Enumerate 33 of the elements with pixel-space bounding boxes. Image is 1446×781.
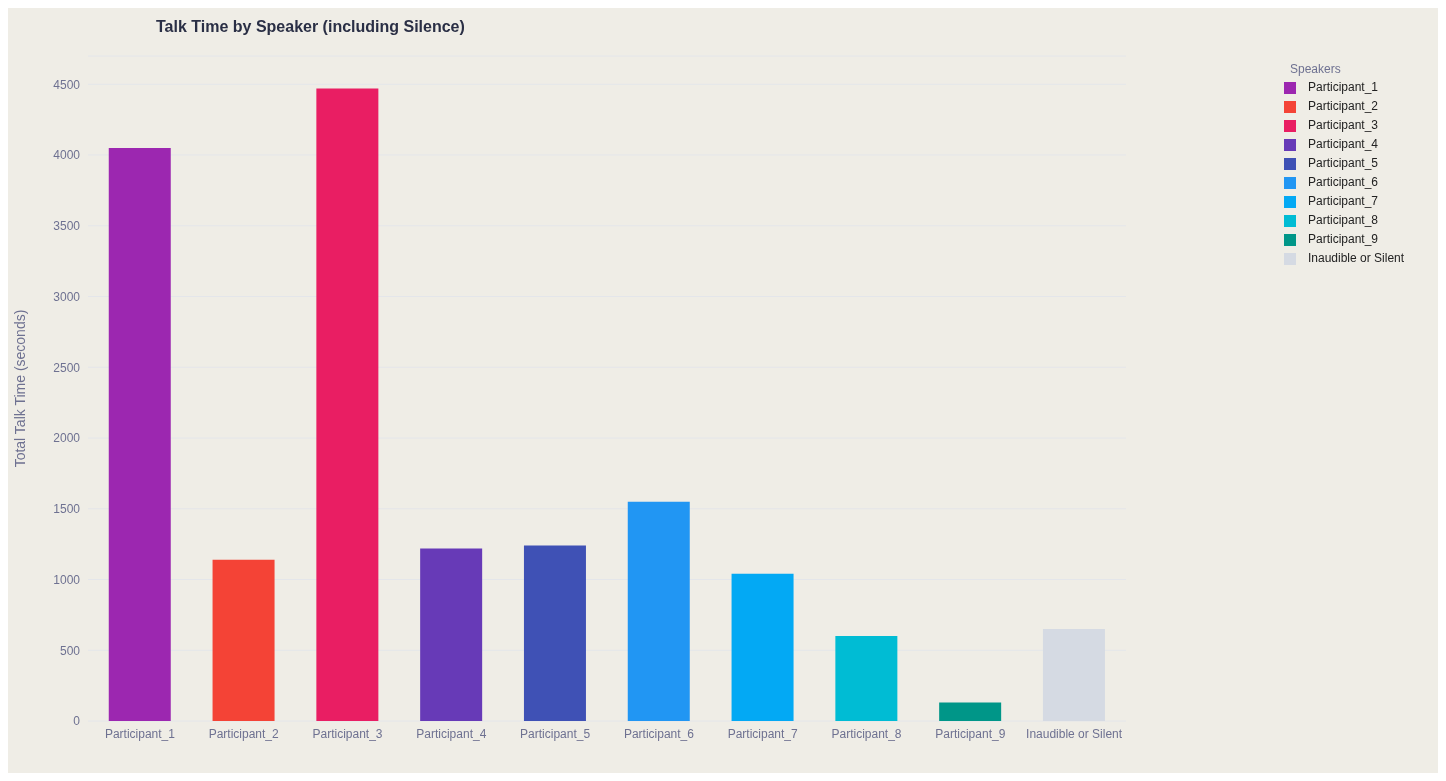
y-tick-label: 1500 (53, 502, 81, 517)
legend-label: Participant_3 (1308, 118, 1379, 132)
y-tick-label: 4500 (53, 77, 81, 92)
x-tick-label: Participant_8 (831, 726, 902, 741)
x-tick-label: Participant_7 (727, 726, 799, 741)
x-tick-label: Participant_6 (623, 726, 695, 741)
x-tick-label: Participant_2 (208, 726, 280, 741)
y-axis-title: Total Talk Time (seconds) (11, 309, 28, 468)
y-tick-label: 2500 (53, 360, 81, 375)
legend-label: Participant_1 (1308, 80, 1379, 94)
legend-label: Participant_8 (1308, 213, 1379, 227)
y-tick-label: 3000 (53, 289, 81, 304)
y-tick-label: 3500 (53, 219, 81, 234)
legend-title: Speakers (1290, 62, 1341, 76)
legend-label: Participant_4 (1308, 137, 1379, 151)
x-tick-label: Participant_5 (520, 726, 591, 741)
x-tick-label: Participant_3 (312, 726, 383, 741)
y-tick-label: 4000 (53, 148, 81, 163)
chart-title: Talk Time by Speaker (including Silence) (156, 18, 465, 36)
legend-label: Participant_2 (1308, 99, 1379, 113)
x-tick-label: Participant_1 (104, 726, 176, 741)
y-tick-label: 2000 (53, 431, 81, 446)
legend-label: Participant_6 (1308, 175, 1379, 189)
legend-label: Inaudible or Silent (1308, 251, 1405, 265)
y-tick-label: 0 (73, 714, 81, 729)
x-tick-label: Participant_4 (416, 726, 487, 741)
y-tick-label: 500 (59, 643, 81, 658)
x-tick-label: Participant_9 (935, 726, 1006, 741)
y-tick-label: 1000 (53, 572, 81, 587)
x-tick-label: Inaudible or Silent (1026, 726, 1123, 741)
legend-label: Participant_7 (1308, 194, 1379, 208)
legend-label: Participant_9 (1308, 232, 1379, 246)
legend-label: Participant_5 (1308, 156, 1379, 170)
